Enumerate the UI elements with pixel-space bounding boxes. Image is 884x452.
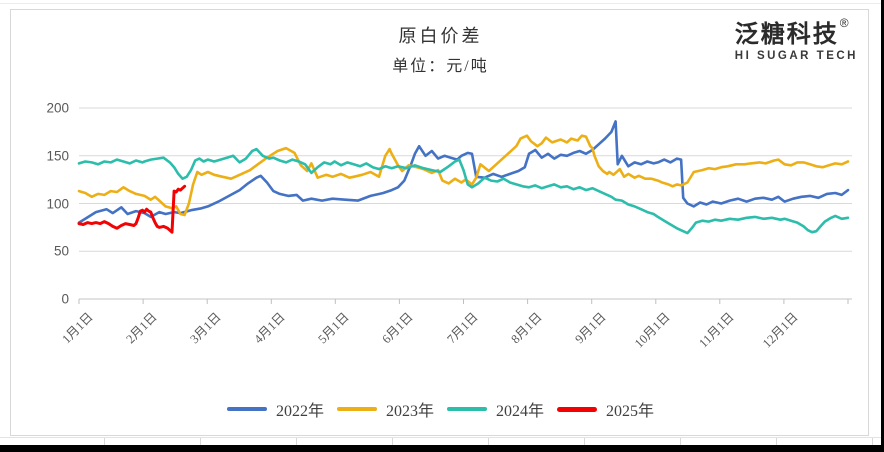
chart-title: 原白价差 [398, 26, 483, 46]
plot-svg [77, 107, 852, 304]
legend: 2022年 2023年 2024年 2025年 [11, 398, 870, 420]
chart-object[interactable]: 原白价差 单位：元/吨 泛糖科技® HI SUGAR TECH 0 50 100 15… [10, 9, 869, 436]
legend-item-label: 2024年 [496, 403, 545, 420]
y-axis-tick-label: 50 [53, 243, 69, 259]
series-line-2023年 [77, 134, 850, 217]
sheet-row-strip [0, 437, 884, 446]
y-axis-tick-label: 100 [46, 196, 69, 211]
legend-item-2022年[interactable]: 2022年 [226, 397, 324, 421]
brand-logo-cn: 泛糖科技 [734, 21, 839, 48]
legend-line-swatch-icon [557, 406, 598, 412]
chart-subtitle: 单位：元/吨 [392, 58, 489, 75]
legend-item-label: 2025年 [606, 403, 655, 420]
window-bottom-edge [0, 445, 884, 452]
legend-line-swatch-icon [336, 406, 377, 412]
legend-item-label: 2022年 [275, 403, 324, 420]
y-axis-tick-label: 150 [46, 148, 69, 164]
brand-logo: 泛糖科技® HI SUGAR TECH [734, 16, 858, 62]
legend-line-swatch-icon [447, 406, 487, 412]
legend-item-2023年[interactable]: 2023年 [336, 397, 434, 421]
window-right-edge [881, 0, 884, 452]
y-axis-tick-label: 200 [46, 100, 69, 116]
y-axis-tick-label: 0 [61, 291, 69, 307]
window-top-edge [0, 3, 884, 4]
series-line-2024年 [77, 147, 850, 235]
legend-item-2025年[interactable]: 2025年 [557, 397, 654, 421]
legend-item-2024年[interactable]: 2024年 [447, 397, 544, 421]
brand-logo-en: HI SUGAR TECH [734, 50, 858, 62]
legend-item-label: 2023年 [385, 403, 434, 420]
series-line-2022年 [77, 120, 850, 224]
series-line-2025年 [77, 184, 187, 234]
registered-mark-icon: ® [839, 16, 849, 30]
legend-line-swatch-icon [226, 406, 267, 412]
